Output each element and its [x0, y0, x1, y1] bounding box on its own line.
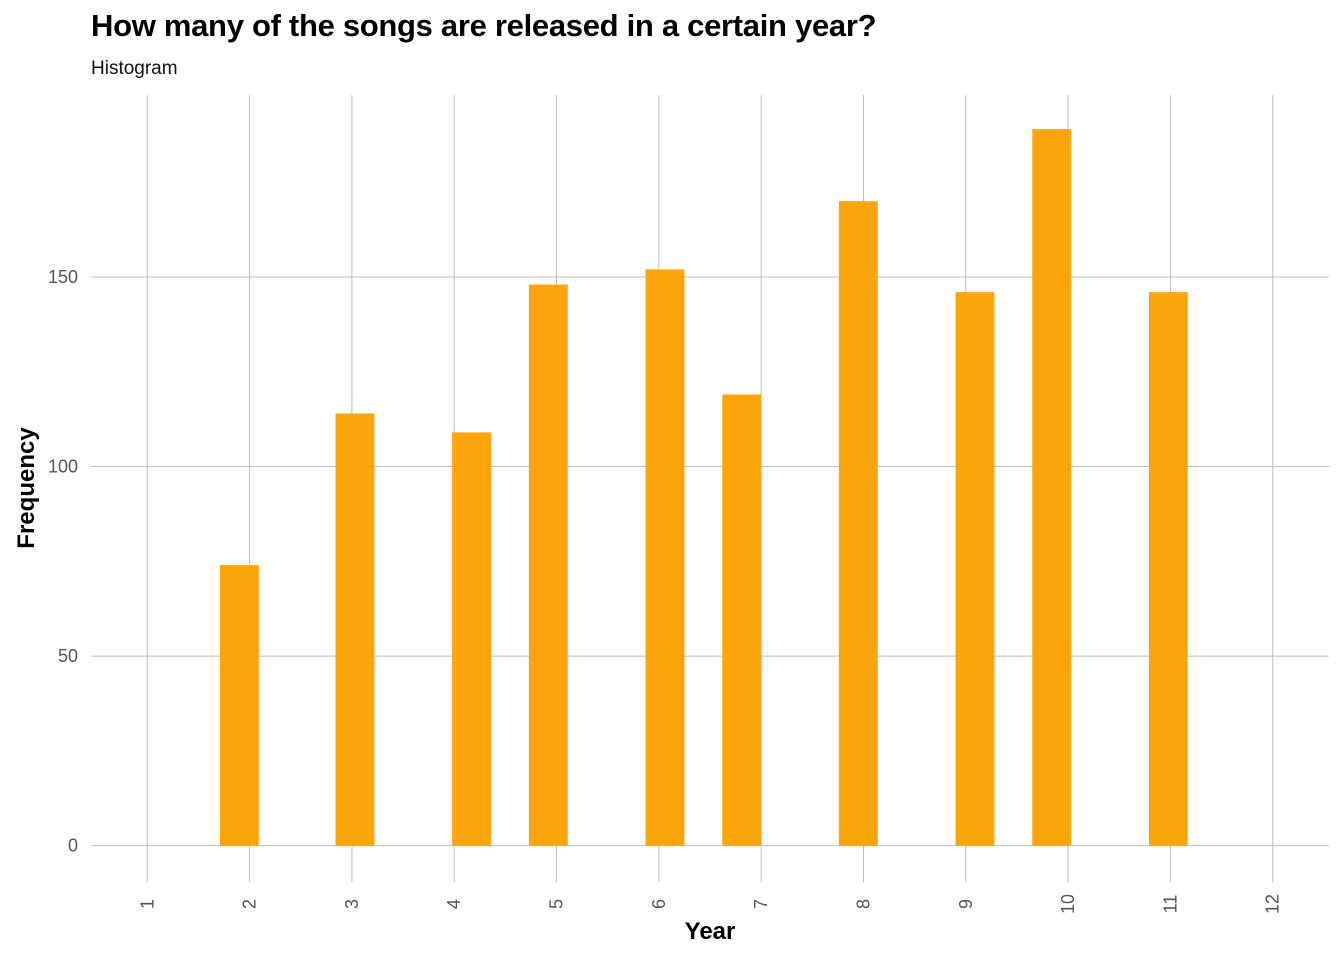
x-tick-label: 1	[137, 899, 157, 909]
x-tick-label: 8	[853, 899, 873, 909]
histogram-bar	[838, 201, 878, 846]
x-tick-label: 6	[649, 899, 669, 909]
histogram-bar	[528, 284, 568, 846]
x-tick-label: 4	[444, 899, 464, 909]
histogram-bar	[219, 565, 259, 846]
x-tick-label: 3	[342, 899, 362, 909]
x-tick-label: 2	[240, 899, 260, 909]
x-tick-label: 7	[751, 899, 771, 909]
x-tick-label: 11	[1160, 895, 1180, 914]
histogram-bar	[335, 413, 375, 846]
histogram-bar	[645, 269, 685, 846]
y-tick-label: 0	[68, 836, 78, 856]
chart-title: How many of the songs are released in a …	[91, 8, 877, 43]
x-axis-title: Year	[685, 918, 736, 945]
histogram-bar	[1032, 129, 1072, 846]
x-tick-label: 10	[1058, 894, 1078, 914]
histogram-bar	[452, 432, 492, 846]
histogram-bar	[722, 394, 762, 846]
grid-layer	[91, 95, 1329, 882]
y-tick-label: 50	[58, 646, 78, 666]
x-tick-label: 12	[1263, 894, 1283, 914]
x-tick-label: 9	[956, 899, 976, 909]
x-tick-label: 5	[547, 899, 567, 909]
y-axis-title: Frequency	[13, 427, 40, 549]
y-tick-label: 150	[48, 267, 78, 287]
bar-layer	[219, 129, 1188, 846]
histogram-bar	[1148, 292, 1188, 846]
histogram-bar	[955, 292, 995, 846]
y-tick-label: 100	[48, 457, 78, 477]
chart-subtitle: Histogram	[91, 58, 178, 79]
